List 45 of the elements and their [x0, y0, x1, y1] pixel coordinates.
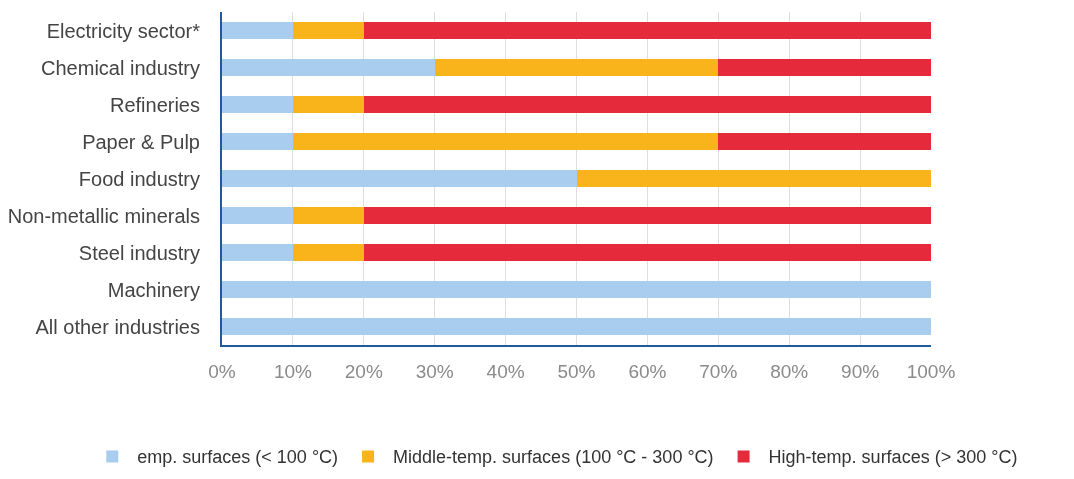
bar [222, 317, 931, 336]
bar [292, 243, 364, 262]
y-tick-label: Non-metallic minerals [7, 204, 200, 227]
bar [434, 58, 719, 77]
bar [576, 169, 931, 188]
x-tick-label: 40% [486, 360, 525, 382]
bar [718, 132, 931, 151]
bar [222, 206, 293, 225]
bar [222, 169, 577, 188]
bar [222, 58, 435, 77]
y-tick-label: Chemical industry [41, 56, 200, 79]
bar [292, 132, 719, 151]
bar [222, 280, 931, 299]
bar [363, 21, 931, 40]
x-tick-label: 60% [628, 360, 667, 382]
legend-label: emp. surfaces (< 100 °C) [137, 447, 339, 468]
bar [292, 206, 364, 225]
y-tick-label: Paper & Pulp [82, 130, 200, 153]
x-tick-label: 0% [208, 360, 236, 382]
x-tick-label: 20% [344, 360, 383, 382]
x-tick-label: 30% [415, 360, 454, 382]
legend-label: Middle-temp. surfaces (100 °C - 300 °C) [393, 447, 714, 468]
bar [718, 58, 931, 77]
bar [292, 95, 364, 114]
x-tick-label: 10% [273, 360, 313, 382]
x-tick-label: 50% [557, 360, 596, 382]
y-tick-label: Electricity sector* [46, 19, 201, 42]
y-tick-label: Refineries [109, 93, 200, 116]
x-tick-label: 90% [841, 360, 880, 382]
bar [292, 21, 364, 40]
x-tick-label: 70% [699, 360, 738, 382]
y-tick-label: Steel industry [78, 241, 200, 264]
bar [363, 206, 931, 225]
bar [363, 95, 931, 114]
bar [363, 243, 931, 262]
x-tick-label: 80% [770, 360, 809, 382]
y-tick-label: Machinery [107, 278, 200, 301]
x-tick-label: 100% [906, 360, 956, 382]
bar [222, 132, 293, 151]
bar [222, 243, 293, 262]
bar [222, 21, 293, 40]
y-tick-label: All other industries [35, 315, 200, 338]
legend-label: High-temp. surfaces (> 300 °C) [768, 447, 1018, 468]
bar [222, 95, 293, 114]
y-tick-label: Food industry [78, 167, 200, 190]
